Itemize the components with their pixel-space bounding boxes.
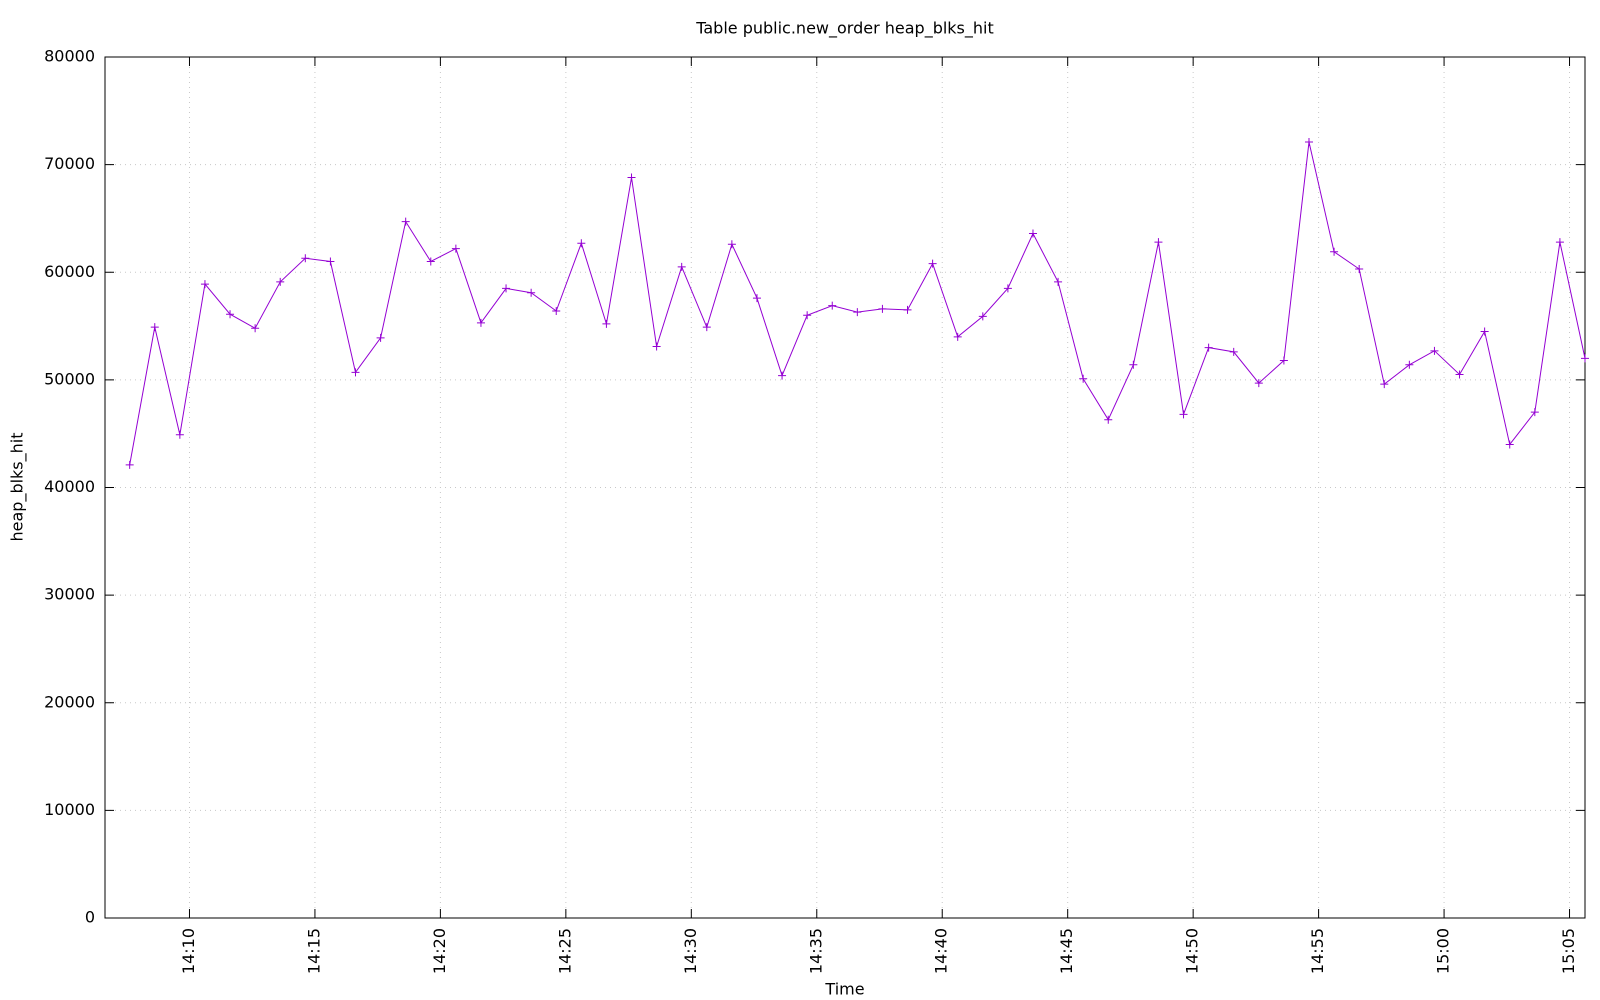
point bbox=[1330, 247, 1339, 256]
point bbox=[978, 312, 987, 321]
y-tick-label: 60000 bbox=[44, 262, 95, 281]
y-tick-label: 80000 bbox=[44, 47, 95, 66]
point bbox=[1079, 374, 1088, 383]
point bbox=[828, 301, 837, 310]
point bbox=[1505, 440, 1514, 449]
point bbox=[276, 277, 285, 286]
x-tick-label: 14:40 bbox=[932, 928, 951, 974]
point bbox=[476, 318, 485, 327]
y-tick-label: 10000 bbox=[44, 800, 95, 819]
point bbox=[125, 460, 134, 469]
point bbox=[1480, 327, 1489, 336]
point bbox=[251, 324, 260, 333]
point bbox=[175, 430, 184, 439]
point bbox=[1304, 138, 1313, 147]
point bbox=[702, 323, 711, 332]
point bbox=[1530, 408, 1539, 417]
point bbox=[376, 333, 385, 342]
point bbox=[1380, 380, 1389, 389]
point bbox=[1229, 347, 1238, 356]
x-tick-label: 14:50 bbox=[1183, 928, 1202, 974]
y-tick-label: 20000 bbox=[44, 692, 95, 711]
point bbox=[903, 305, 912, 314]
chart-title: Table public.new_order heap_blks_hit bbox=[695, 19, 994, 39]
x-tick-label: 14:15 bbox=[304, 928, 323, 974]
point bbox=[1430, 346, 1439, 355]
y-tick-label: 0 bbox=[85, 908, 95, 927]
point bbox=[301, 254, 310, 263]
point bbox=[1154, 238, 1163, 247]
point bbox=[803, 311, 812, 320]
x-tick-label: 14:10 bbox=[179, 928, 198, 974]
point bbox=[752, 294, 761, 303]
point bbox=[577, 239, 586, 248]
point bbox=[1003, 284, 1012, 293]
plot-frame bbox=[104, 56, 1586, 919]
x-tick-label: 14:20 bbox=[430, 928, 449, 974]
point bbox=[552, 306, 561, 315]
x-tick-label: 14:30 bbox=[681, 928, 700, 974]
x-tick-label: 14:55 bbox=[1308, 928, 1327, 974]
x-tick-label: 14:25 bbox=[555, 928, 574, 974]
x-tick-label: 14:45 bbox=[1057, 928, 1076, 974]
point bbox=[1581, 354, 1589, 363]
point bbox=[928, 259, 937, 268]
x-tick-label: 14:35 bbox=[806, 928, 825, 974]
point bbox=[1179, 410, 1188, 419]
point bbox=[953, 332, 962, 341]
point bbox=[652, 342, 661, 351]
point bbox=[627, 173, 636, 182]
point bbox=[1028, 229, 1037, 238]
y-tick-label: 40000 bbox=[44, 477, 95, 496]
point bbox=[1405, 360, 1414, 369]
point bbox=[502, 284, 511, 293]
y-tick-label: 50000 bbox=[44, 369, 95, 388]
y-tick-label: 30000 bbox=[44, 585, 95, 604]
point bbox=[1279, 356, 1288, 365]
point bbox=[778, 371, 787, 380]
x-tick-label: 15:05 bbox=[1559, 928, 1578, 974]
point bbox=[1054, 277, 1063, 286]
point bbox=[1104, 415, 1113, 424]
point bbox=[326, 257, 335, 266]
point bbox=[677, 262, 686, 271]
point bbox=[1129, 360, 1138, 369]
point bbox=[527, 288, 536, 297]
y-axis-label: heap_blks_hit bbox=[8, 432, 28, 541]
y-tick-label: 70000 bbox=[44, 154, 95, 173]
point bbox=[1455, 370, 1464, 379]
x-axis-label: Time bbox=[824, 980, 864, 999]
point bbox=[426, 257, 435, 266]
point bbox=[451, 244, 460, 253]
point bbox=[226, 310, 235, 319]
point bbox=[853, 308, 862, 317]
point bbox=[727, 240, 736, 249]
point bbox=[401, 217, 410, 226]
point bbox=[602, 319, 611, 328]
point bbox=[351, 368, 360, 377]
x-tick-label: 15:00 bbox=[1434, 928, 1453, 974]
point bbox=[878, 304, 887, 313]
point bbox=[150, 323, 159, 332]
point bbox=[1555, 238, 1564, 247]
point bbox=[1254, 379, 1263, 388]
point bbox=[200, 280, 209, 289]
point bbox=[1204, 343, 1213, 352]
point bbox=[1355, 265, 1364, 274]
